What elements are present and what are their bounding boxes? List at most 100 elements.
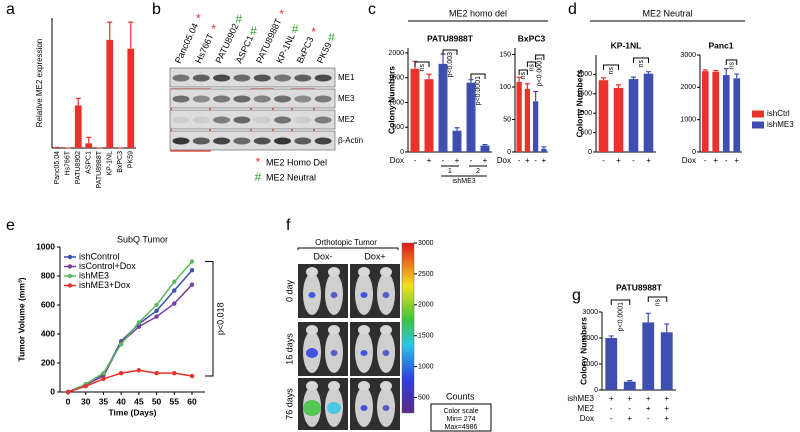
blot-band [294, 95, 312, 103]
bar [701, 71, 709, 152]
signal [308, 292, 316, 298]
row-label: ME2 [578, 404, 595, 413]
row-label: Dox [497, 156, 511, 165]
row-label: Dox [682, 156, 696, 165]
mouse-head [306, 267, 318, 277]
bracket [603, 64, 619, 70]
error-bar [454, 127, 460, 131]
y-tick-label: 0 [400, 149, 404, 156]
scale-text: Max=4986 [445, 424, 478, 431]
blot-band [192, 74, 210, 82]
band-label: ME3 [338, 94, 355, 103]
row-mark: + [646, 394, 651, 403]
bracket [647, 296, 668, 302]
point [172, 279, 177, 284]
x-tick-label: PATU8902 [75, 151, 82, 184]
bar [466, 82, 476, 152]
blot-band [213, 116, 231, 124]
scale-text: Color scale [443, 408, 478, 415]
bar [712, 71, 720, 152]
point [65, 389, 71, 395]
lane-mark: # [250, 24, 257, 38]
imaging-frame [297, 247, 399, 250]
imaging-title: Orthotopic Tumor [315, 238, 377, 247]
blot-band [192, 116, 210, 124]
point [189, 282, 195, 287]
y-axis-label: Colony Numbers [578, 317, 588, 385]
scale-text: Min= 274 [447, 416, 476, 423]
bar [410, 68, 420, 152]
band-label: ME2 [338, 115, 355, 124]
bar [643, 73, 654, 152]
signal [327, 402, 341, 414]
mouse-head [358, 325, 370, 335]
x-tick-label: KP-1NL [107, 151, 114, 176]
column-label: Dox+ [364, 251, 385, 261]
row-mark: + [525, 156, 530, 165]
error-bar [723, 67, 729, 76]
y-tick-label: 800 [41, 270, 55, 280]
y-tick-label: 1000 [36, 241, 55, 251]
lane-mark: * [279, 7, 284, 21]
error-bar [631, 76, 636, 80]
mouse-head [380, 381, 392, 391]
colorbar-tick-label: 500 [418, 394, 430, 401]
error-bar [713, 69, 719, 72]
x-tick-label: PK59 [128, 151, 135, 168]
legend-marker [67, 254, 73, 260]
panel-label: c [368, 1, 376, 18]
row-mark: - [632, 156, 635, 165]
bar [722, 75, 730, 152]
y-tick-label: 2000 [576, 71, 592, 78]
point [154, 302, 159, 308]
x-tick-label: ASPC1 [86, 151, 93, 174]
blot-band [233, 95, 251, 103]
point [189, 268, 195, 273]
legend-symbol: * [256, 155, 261, 169]
blot-band [172, 95, 190, 103]
point [172, 301, 177, 306]
mouse-head [380, 325, 392, 335]
panel-label: g [572, 287, 581, 304]
y-tick-label: 600 [41, 299, 55, 309]
x-tick-label: 55 [170, 396, 180, 406]
scale-box [430, 403, 492, 432]
point [136, 324, 142, 329]
point [118, 370, 124, 376]
y-tick-label: 1000 [680, 117, 696, 124]
group-title: ME2 homo del [449, 8, 507, 18]
bracket [725, 59, 738, 65]
lane-mark: # [292, 22, 299, 36]
bracket [633, 57, 649, 63]
point [154, 314, 159, 319]
y-tick-label: 1500 [388, 75, 404, 82]
point [136, 368, 142, 373]
row-mark: + [609, 394, 614, 403]
subgroup-label: 2 [476, 168, 480, 175]
error-bar [107, 21, 113, 40]
point [189, 259, 195, 264]
row-mark: - [704, 156, 707, 165]
lane-label: BxPC3 [295, 35, 316, 65]
y-tick-label: 400 [41, 328, 55, 338]
bracket [610, 299, 631, 305]
blot-band [274, 74, 291, 82]
blot-band [233, 137, 251, 145]
legend-marker [67, 264, 73, 269]
mouse-head [358, 267, 370, 277]
series-line [67, 284, 193, 393]
colorbar-tick-label: 3000 [418, 240, 434, 247]
error-bar [482, 143, 488, 146]
bracket [442, 49, 458, 55]
row-mark: + [542, 156, 547, 165]
signal [382, 350, 390, 356]
y-tick-label: 1000 [576, 110, 592, 117]
bar [642, 322, 655, 390]
x-axis-label: Time (Days) [108, 407, 156, 417]
bar [516, 81, 522, 152]
annotation: p<0.0001 [537, 57, 544, 86]
row-mark: - [647, 414, 650, 423]
y-tick-label: 500 [580, 129, 592, 136]
blot-band [253, 116, 271, 124]
